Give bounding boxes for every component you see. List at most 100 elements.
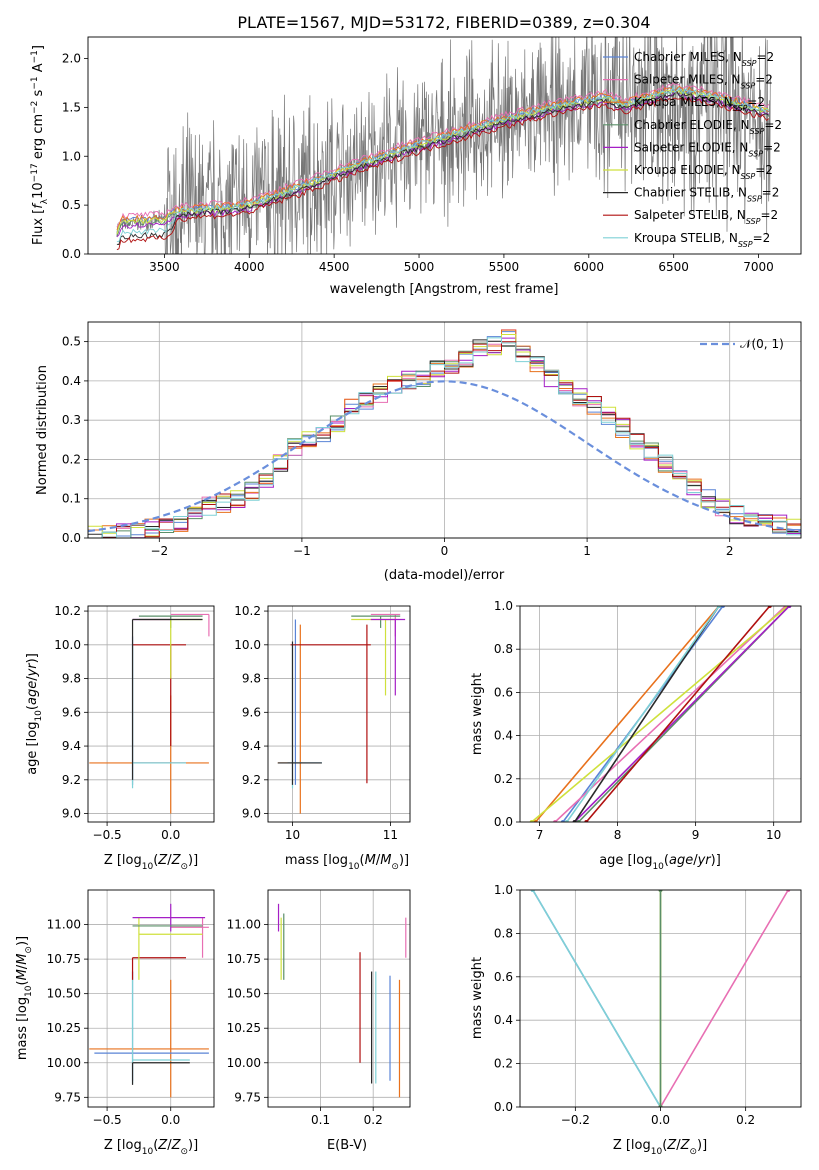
cdf-point [560,820,565,822]
cdf-point [564,820,569,822]
x-axis-label-part: ( [153,1138,158,1153]
legend-label-part: SSP [733,104,748,113]
x-axis-label-part: yr [697,853,713,868]
x-axis-label-part: Z [171,853,182,868]
model-spectrum-line [116,85,769,243]
axes-frame [519,605,802,823]
cdf-line [531,606,789,822]
legend-label-part: SSP [750,126,765,135]
cdf-point [576,820,581,822]
y-tick-label: 11.00 [227,918,261,932]
legend-label-part: =2 [764,118,782,132]
y-axis-label-part: Flux [ [31,209,46,245]
y-tick-label: 10.0 [54,638,81,652]
y-tick-label: 0.0 [62,247,81,261]
y-axis-label-part: 10 [24,985,34,997]
y-tick-label: 0.6 [494,685,513,699]
x-tick-label: 10 [285,828,300,842]
legend-label-part: Chabrier ELODIE, N [634,118,750,132]
x-tick-label: −0.5 [93,828,122,842]
y-axis-label-part: f [31,202,46,209]
y-axis-label-part: age [log [25,722,40,775]
y-tick-label: 10.50 [47,987,81,1001]
x-axis-label-part: M [365,853,376,868]
y-axis-label: Normed distribution [35,365,50,495]
cdf-point [530,890,535,892]
x-axis-label-part: ( [153,853,158,868]
legend-label-part: =2 [763,140,781,154]
legend-label: Chabrier MILES, NSSP=2 [634,50,774,68]
axes-frame [267,605,411,823]
y-tick-label: 0.4 [62,374,81,388]
cdf-point [572,820,577,822]
legend-label: Chabrier STELIB, NSSP=2 [634,186,779,204]
cdf-point [787,606,792,608]
y-tick-label: 9.6 [242,705,261,719]
y-axis-label: mass weight [470,673,485,755]
x-axis-label: mass [log10(M/M⊙)] [285,853,409,872]
y-tick-label: 10.50 [227,987,261,1001]
legend-label: Salpeter STELIB, NSSP=2 [634,208,778,226]
legend-label-part: Kroupa STELIB, N [634,231,738,245]
y-axis-label-part: λ [40,198,50,204]
cdf-line [574,606,790,822]
cdf-line [534,606,720,822]
x-tick-label: 11 [383,828,398,842]
figure-title: PLATE=1567, MJD=53172, FIBERID=0389, z=0… [237,13,650,32]
y-axis-label: Flux [fλ10−17 erg cm−2 s−1 A−1] [30,45,50,245]
legend-label-part: =2 [756,50,774,64]
y-tick-label: 9.0 [62,807,81,821]
x-axis-label-part: M [380,853,391,868]
y-tick-label: 9.4 [62,739,81,753]
axes-frame [267,889,411,1108]
y-tick-label: 9.4 [242,739,261,753]
legend-label-part: Chabrier MILES, N [634,50,742,64]
x-axis-label-part: age [log [599,853,652,868]
legend-label: Kroupa MILES, NSSP=2 [634,95,765,113]
cdf-line [573,606,720,822]
cdf-line [659,890,789,1107]
y-axis-label-part: −2 [30,101,40,114]
x-axis-label-part: )] [188,1138,198,1153]
y-axis-label-part: s [31,89,46,100]
legend-label-part: =2 [762,186,780,200]
y-tick-label: 9.0 [242,807,261,821]
x-axis-label-part: ( [662,1138,667,1153]
legend-label-part: SSP [741,172,756,181]
axes-mass-vs-ebv: 0.1 0.2 9.75 10.00 10.25 10.50 10.75 11.00 [227,890,410,1127]
x-tick-label: 0.0 [161,1113,180,1127]
x-axis-label-part: ⊙ [180,1147,188,1157]
legend-label-part: SSP [746,217,761,226]
legend-label-part: Kroupa MILES, N [634,95,733,109]
y-tick-label: 10.75 [47,952,81,966]
x-axis-label-part: 10 [142,862,154,872]
y-axis-label-part: mass [log [15,997,30,1060]
y-tick-label: 10.2 [54,604,81,618]
y-tick-label: 10.25 [47,1021,81,1035]
y-axis-label: mass [log10(M/M⊙)] [15,936,34,1060]
legend-label-part: =2 [755,73,773,87]
x-axis-label: Z [log10(Z/Z⊙)] [613,1138,707,1157]
y-axis-label-part: A [31,63,46,76]
y-axis-label-part: 10 [31,182,46,199]
y-axis-label: age [log10(age/yr)] [25,653,44,775]
cdf-point [767,606,772,608]
x-axis-label-part: 10 [142,1147,154,1157]
legend-label-part: SSP [747,194,762,203]
x-tick-label: 0.0 [651,1113,670,1127]
y-axis-label-part: ( [25,705,40,710]
x-axis-label-part: 10 [651,1147,663,1157]
legend-label: Chabrier ELODIE, NSSP=2 [634,118,782,136]
cdf-line [585,606,771,822]
x-tick-label: 0.1 [311,1113,330,1127]
y-tick-label: 2.0 [62,52,81,66]
legend-label-part: =2 [747,95,765,109]
y-axis-label-part: −17 [30,163,40,182]
x-tick-label: 5000 [404,260,435,274]
x-axis-label-part: Z [log [613,1138,651,1153]
y-tick-label: 0.0 [494,1100,513,1114]
x-tick-label: −1 [293,544,311,558]
model-spectrum-line [116,82,770,228]
spectrum-data-group [116,37,771,254]
